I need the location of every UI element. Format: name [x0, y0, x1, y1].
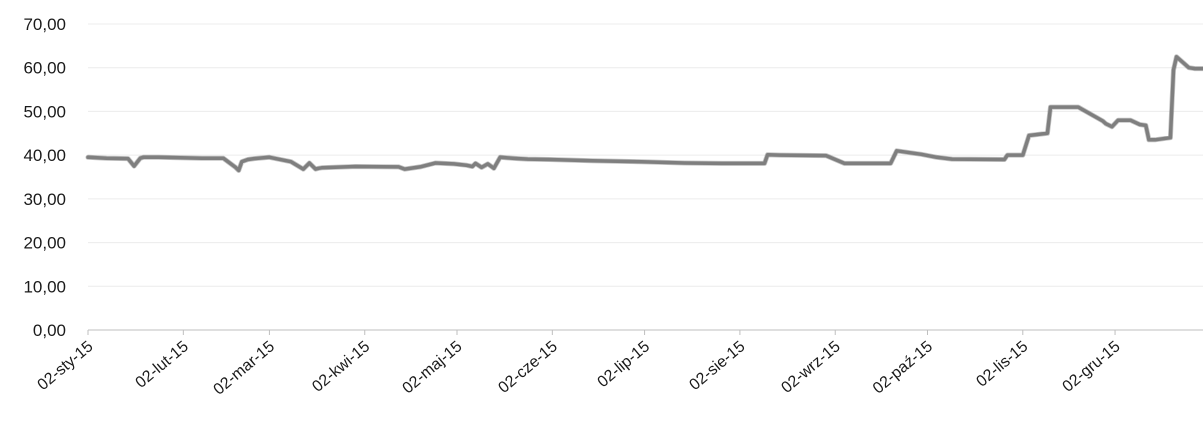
x-tick-label: 02-wrz-15: [778, 338, 843, 397]
x-tick-label: 02-cze-15: [495, 338, 561, 397]
x-tick-label: 02-paź-15: [870, 338, 936, 397]
y-tick-label: 70,00: [23, 15, 66, 34]
y-axis: 0,00 10,00 20,00 30,00 40,00 50,00 60,00 70,00: [23, 15, 66, 340]
gridlines: [88, 23, 1203, 331]
series-line-shadow: [85, 54, 1203, 173]
y-tick-label: 0,00: [33, 321, 66, 340]
y-tick-label: 30,00: [23, 190, 66, 209]
x-tick-label: 02-mar-15: [211, 338, 279, 399]
y-tick-label: 60,00: [23, 59, 66, 78]
x-tick-label: 02-gru-15: [1060, 338, 1124, 396]
series-line: [86, 55, 1203, 173]
x-tick-label: 02-lip-15: [595, 338, 654, 391]
x-tick-label: 02-lis-15: [973, 338, 1031, 391]
x-tick-label: 02-kwi-15: [309, 338, 373, 396]
x-tick-label: 02-sty-15: [35, 338, 97, 394]
x-tick-label: 02-lut-15: [133, 338, 192, 392]
x-axis: 02-sty-15 02-lut-15 02-mar-15 02-kwi-15 02-m…: [35, 330, 1124, 399]
y-tick-label: 20,00: [23, 234, 66, 253]
x-tick-label: 02-sie-15: [686, 338, 748, 394]
plot-area: [85, 54, 1203, 173]
y-tick-label: 40,00: [23, 146, 66, 165]
y-tick-label: 10,00: [23, 277, 66, 296]
x-tick-label: 02-maj-15: [399, 338, 465, 397]
y-tick-label: 50,00: [23, 102, 66, 121]
